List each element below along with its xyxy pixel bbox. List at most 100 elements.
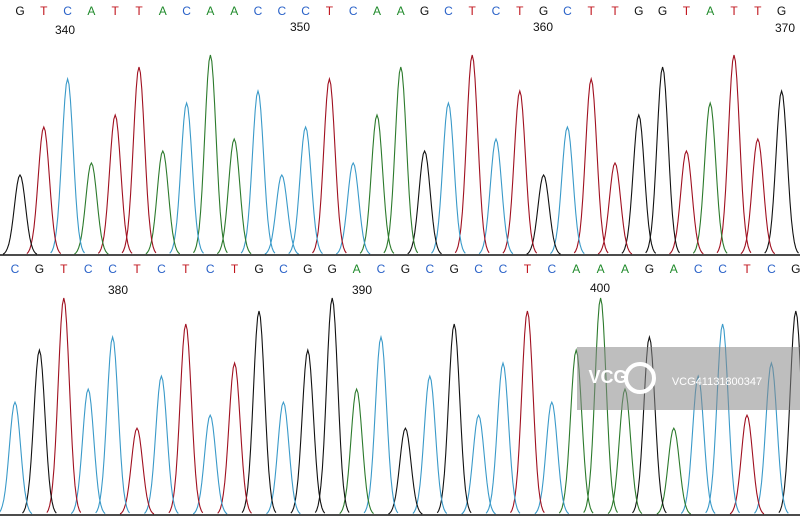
peak bbox=[264, 173, 299, 255]
peak bbox=[0, 400, 33, 515]
position-label: 390 bbox=[352, 283, 372, 297]
base-call: T bbox=[524, 262, 532, 276]
base-call: T bbox=[743, 262, 751, 276]
base-call: T bbox=[112, 4, 120, 18]
base-call: G bbox=[645, 262, 654, 276]
base-call: C bbox=[492, 4, 501, 18]
base-call: G bbox=[15, 4, 24, 18]
base-call: C bbox=[718, 262, 727, 276]
peak bbox=[436, 323, 472, 514]
peak bbox=[240, 88, 276, 254]
peak bbox=[121, 66, 157, 254]
base-call: A bbox=[87, 4, 95, 18]
position-label: 350 bbox=[290, 20, 310, 34]
peak bbox=[217, 361, 252, 514]
peak bbox=[383, 66, 419, 254]
base-call: G bbox=[791, 262, 800, 276]
watermark: VCG VCG41131800347 bbox=[577, 347, 800, 410]
base-call: C bbox=[377, 262, 386, 276]
peak bbox=[97, 113, 133, 254]
base-call: A bbox=[373, 4, 381, 18]
watermark-logo: VCG bbox=[588, 367, 627, 387]
peak bbox=[573, 76, 609, 254]
base-call: C bbox=[301, 4, 310, 18]
base-call: T bbox=[588, 4, 596, 18]
base-call: T bbox=[231, 262, 239, 276]
peak bbox=[168, 323, 204, 514]
peak bbox=[692, 101, 728, 254]
position-label: 360 bbox=[533, 20, 553, 34]
base-call: G bbox=[539, 4, 548, 18]
peak bbox=[526, 173, 561, 255]
peak bbox=[241, 310, 277, 513]
peak bbox=[550, 125, 585, 254]
base-call: C bbox=[63, 4, 72, 18]
base-call: C bbox=[277, 4, 286, 18]
base-call: C bbox=[563, 4, 572, 18]
base-call: T bbox=[40, 4, 48, 18]
peak bbox=[778, 310, 800, 513]
base-call: C bbox=[108, 262, 117, 276]
base-call: G bbox=[634, 4, 643, 18]
base-call: T bbox=[133, 262, 141, 276]
base-call: A bbox=[353, 262, 361, 276]
peak bbox=[193, 54, 228, 254]
peak bbox=[22, 348, 57, 514]
base-call: T bbox=[135, 4, 143, 18]
watermark-id: VCG41131800347 bbox=[672, 376, 762, 388]
peak bbox=[95, 334, 130, 514]
base-call: C bbox=[444, 4, 453, 18]
peak bbox=[363, 334, 399, 514]
base-call: C bbox=[349, 4, 358, 18]
base-call: C bbox=[254, 4, 263, 18]
position-label: 400 bbox=[590, 281, 610, 295]
base-call: G bbox=[658, 4, 667, 18]
base-call: A bbox=[572, 262, 580, 276]
peak bbox=[705, 323, 740, 514]
position-label: 370 bbox=[775, 21, 795, 35]
peak bbox=[412, 374, 448, 514]
peak bbox=[454, 54, 490, 254]
trace-row: 380 390 400 C G T C C T C T C T G C G G A C G C G C C T C A A A G A… bbox=[0, 262, 800, 516]
base-call: C bbox=[11, 262, 20, 276]
base-call: T bbox=[730, 4, 738, 18]
base-call: G bbox=[328, 262, 337, 276]
base-call: A bbox=[621, 262, 629, 276]
position-label: 380 bbox=[108, 283, 128, 297]
peak bbox=[431, 101, 466, 254]
base-call: C bbox=[84, 262, 93, 276]
base-call: A bbox=[706, 4, 714, 18]
position-label: 340 bbox=[55, 23, 75, 37]
base-call: G bbox=[35, 262, 44, 276]
base-call: G bbox=[254, 262, 263, 276]
peak bbox=[26, 125, 62, 254]
base-call: T bbox=[516, 4, 524, 18]
base-call: T bbox=[469, 4, 477, 18]
peak bbox=[510, 310, 545, 513]
watermark-icon bbox=[624, 362, 656, 394]
peak bbox=[2, 173, 38, 255]
peak bbox=[288, 125, 323, 254]
base-call: T bbox=[182, 262, 190, 276]
base-call: G bbox=[450, 262, 459, 276]
base-call: C bbox=[694, 262, 703, 276]
base-call: A bbox=[397, 4, 405, 18]
base-call: A bbox=[230, 4, 238, 18]
base-call: A bbox=[597, 262, 605, 276]
base-call: G bbox=[401, 262, 410, 276]
peak bbox=[485, 361, 521, 514]
base-call: C bbox=[547, 262, 556, 276]
peak bbox=[312, 76, 347, 254]
base-call: C bbox=[206, 262, 215, 276]
base-call: G bbox=[303, 262, 312, 276]
base-call: A bbox=[159, 4, 167, 18]
watermark-box bbox=[577, 347, 800, 410]
peak bbox=[50, 76, 85, 254]
base-call: C bbox=[182, 4, 191, 18]
base-call: C bbox=[499, 262, 508, 276]
base-call: C bbox=[279, 262, 288, 276]
peak bbox=[716, 54, 752, 254]
